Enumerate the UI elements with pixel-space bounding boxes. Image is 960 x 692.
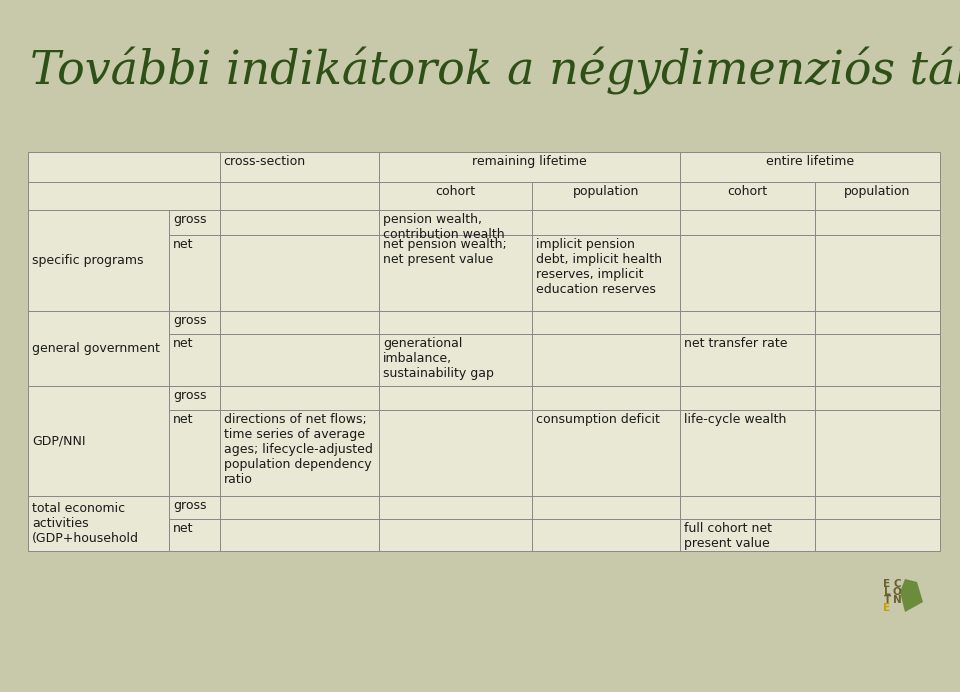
Text: net transfer rate: net transfer rate [684,337,787,350]
Bar [680,386,815,410]
Bar [169,519,220,551]
Bar [680,519,815,551]
Text: További indikátorok a négydimenziós táblában: További indikátorok a négydimenziós tábl… [30,47,960,95]
Bar [169,334,220,386]
Bar [169,386,220,410]
Bar [220,152,379,182]
Bar [815,519,940,551]
Text: E: E [883,603,891,613]
Text: specific programs: specific programs [32,254,143,267]
Text: net: net [174,239,194,251]
Bar [815,386,940,410]
Text: population: population [573,185,639,198]
Bar [220,235,379,311]
Text: gross: gross [174,499,206,512]
Bar [220,182,379,210]
Text: remaining lifetime: remaining lifetime [472,155,587,168]
Text: GDP/NNI: GDP/NNI [32,435,85,448]
Bar [815,496,940,519]
Bar [28,386,169,496]
Bar [815,334,940,386]
Bar [379,311,533,334]
Bar [169,311,220,334]
Bar [169,496,220,519]
Text: cohort: cohort [728,185,768,198]
Text: E: E [883,579,891,589]
Bar [815,311,940,334]
Text: implicit pension
debt, implicit health
reserves, implicit
education reserves: implicit pension debt, implicit health r… [537,239,662,296]
Bar [28,182,220,210]
Text: net: net [174,522,194,535]
Text: life-cycle wealth: life-cycle wealth [684,412,786,426]
Text: gross: gross [174,313,206,327]
Bar [220,334,379,386]
Text: directions of net flows;
time series of average
ages; lifecycle-adjusted
populat: directions of net flows; time series of … [224,412,372,486]
Text: total economic
activities
(GDP+household: total economic activities (GDP+household [32,502,139,545]
Bar [680,152,940,182]
Bar [533,334,680,386]
Bar [815,410,940,496]
Bar [815,182,940,210]
Bar [680,210,815,235]
Bar [220,519,379,551]
Bar [28,152,220,182]
Bar [220,410,379,496]
Bar [379,519,533,551]
Bar [533,311,680,334]
Bar [379,152,680,182]
Text: generational
imbalance,
sustainability gap: generational imbalance, sustainability g… [383,337,494,380]
Text: gross: gross [174,390,206,402]
Bar [680,496,815,519]
Bar [533,496,680,519]
Bar [379,182,533,210]
Bar [169,410,220,496]
Bar [533,519,680,551]
Bar [28,210,169,311]
Bar [533,182,680,210]
Text: net pension wealth;
net present value: net pension wealth; net present value [383,239,507,266]
Text: full cohort net
present value: full cohort net present value [684,522,772,550]
Text: N: N [893,595,901,605]
Bar [680,311,815,334]
Text: entire lifetime: entire lifetime [766,155,854,168]
Polygon shape [900,579,923,612]
Bar [680,182,815,210]
Bar [379,496,533,519]
Text: cross-section: cross-section [224,155,305,168]
Bar [379,386,533,410]
Text: pension wealth,
contribution wealth: pension wealth, contribution wealth [383,213,505,242]
Bar [220,496,379,519]
Text: general government: general government [32,342,160,355]
Text: cohort: cohort [436,185,476,198]
Bar [379,334,533,386]
Text: C: C [893,579,900,589]
Bar [220,386,379,410]
Text: consumption deficit: consumption deficit [537,412,660,426]
Bar [533,386,680,410]
Text: gross: gross [174,213,206,226]
Bar [220,311,379,334]
Bar [169,235,220,311]
Bar [379,410,533,496]
Text: population: population [845,185,911,198]
Bar [533,210,680,235]
Bar [28,496,169,551]
Bar [28,311,169,386]
Bar [379,235,533,311]
Text: O: O [893,587,901,597]
Text: net: net [174,337,194,350]
Bar [680,235,815,311]
Text: L: L [884,587,890,597]
Bar [533,410,680,496]
Bar [680,334,815,386]
Bar [379,210,533,235]
Bar [815,210,940,235]
Bar [220,210,379,235]
Bar [169,210,220,235]
Text: T: T [883,595,891,605]
Bar [680,410,815,496]
Bar [815,235,940,311]
Bar [533,235,680,311]
Text: net: net [174,412,194,426]
